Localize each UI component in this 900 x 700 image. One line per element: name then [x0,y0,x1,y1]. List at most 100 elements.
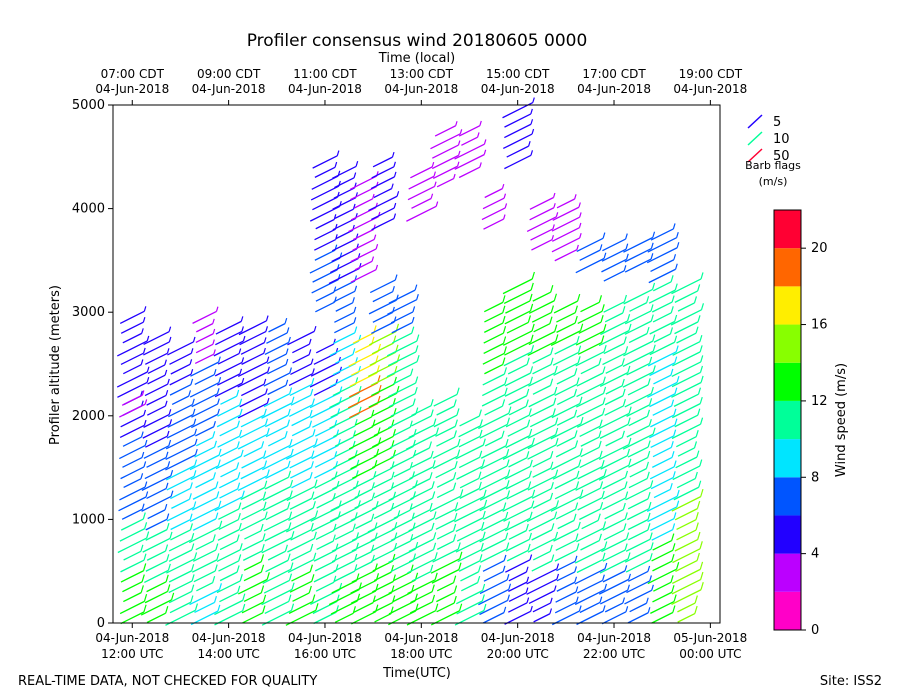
wind-barb [195,343,214,354]
wind-barb-flag [217,408,220,415]
wind-barb-flag [503,606,507,613]
y-tick-label: 0 [97,616,105,631]
wind-barb-flag [481,594,485,602]
wind-barb [166,506,195,522]
wind-barb [576,414,603,428]
wind-barb [435,467,456,479]
wind-barb-flag [140,359,144,365]
wind-barb [387,299,417,315]
wind-barb-flag [525,566,529,573]
x-tick-label-date: 04-Jun-2018 [288,631,362,645]
wind-barb [677,602,696,613]
wind-barb [220,468,238,478]
wind-barb [372,601,393,613]
wind-barb [602,352,626,366]
wind-barb [146,394,167,406]
wind-barb-flag [507,469,511,477]
wind-barb [482,197,505,210]
wind-barb-flag [530,150,534,156]
wind-barb [484,405,503,416]
top-tick-label-date: 04-Jun-2018 [192,82,266,96]
wind-barb-flag [308,585,312,594]
wind-barb [168,580,193,594]
colorbar-tick-label: 16 [811,318,828,333]
barb-column [116,306,150,625]
wind-barb-flag [433,171,436,177]
wind-barb [350,507,377,522]
colorbar-band [774,400,801,440]
legend-label-50: 50 [773,149,790,164]
wind-barb-flag [578,459,582,467]
wind-barb [292,592,310,602]
wind-barb-flag [352,297,355,303]
wind-barb-flag [237,472,241,479]
wind-barb-flag [483,603,487,611]
wind-barb [579,487,601,500]
wind-barb [604,405,624,416]
wind-barb-flag [671,451,675,458]
wind-barb [190,465,219,481]
wind-barb-flag [412,306,416,313]
wind-barb-flag [189,359,193,365]
wind-barb-flag [695,326,699,334]
wind-barb [412,509,431,520]
wind-barb-flag [670,441,674,448]
wind-barb-flag [260,554,265,562]
wind-barb [147,509,166,520]
wind-barb-flag [599,419,603,427]
wind-barb-flag [531,323,535,332]
wind-barb-flag [526,388,530,396]
wind-barb [192,487,217,500]
wind-barb [579,456,601,469]
wind-barb-flag [627,552,631,560]
wind-barb [577,342,602,355]
wind-barb [142,423,171,439]
wind-barb-flag [192,336,196,343]
wind-barb-flag [622,306,626,314]
wind-barb-flag [580,416,584,424]
wind-barb-flag [530,282,534,291]
wind-barb-flag [604,583,608,590]
wind-barb-flag [502,315,506,324]
wind-barb [555,508,576,520]
wind-barb [123,550,142,561]
wind-barb-flag [241,490,245,498]
wind-barb [165,465,196,481]
wind-barb [554,487,577,500]
wind-barb-flag [261,544,265,552]
wind-barb [648,289,676,304]
wind-barb-flag [166,522,170,530]
wind-barb [195,426,215,437]
wind-barb-flag [646,471,650,479]
wind-barb-flag [430,409,434,417]
wind-barb [219,426,238,437]
wind-barb [288,435,314,449]
wind-barb-flag [650,242,654,249]
wind-barb-flag [700,375,704,383]
wind-barb [502,495,533,512]
wind-barb-flag [430,399,434,406]
wind-barb [147,364,166,374]
wind-barb-flag [411,326,415,334]
wind-barb-flag [503,214,506,220]
wind-barb-flag [193,418,197,425]
wind-barb [671,381,702,398]
wind-barb [481,393,506,407]
wind-barb [627,384,649,396]
wind-barb-flag [218,377,222,383]
wind-barb-flag [574,430,578,438]
wind-barb-flag [194,438,198,445]
wind-barb [373,488,392,499]
wind-barb-flag [291,531,295,538]
wind-barb [430,558,461,574]
wind-barb [262,496,291,512]
wind-barb-flag [676,562,680,570]
wind-barb [627,612,649,624]
wind-barb-flag [430,564,434,572]
wind-barb-flag [505,511,509,519]
wind-barb [170,519,191,531]
wind-barb-flag [391,471,395,479]
wind-barb [119,403,146,418]
wind-barb [169,601,192,614]
